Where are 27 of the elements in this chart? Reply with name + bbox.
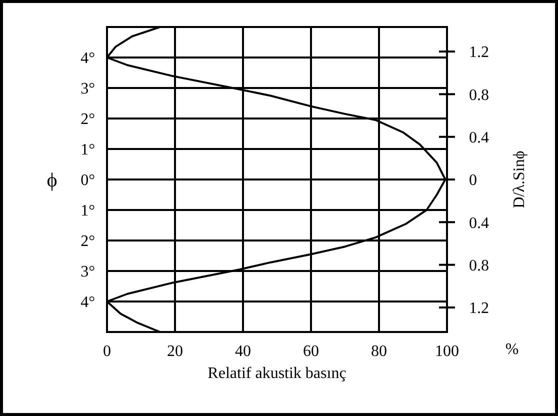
y2-axis-title: D/λ.Sinϕ: [511, 150, 528, 208]
y2-tick-label: 1.2: [469, 44, 489, 62]
y2-tick-label: 0.4: [469, 214, 489, 232]
y-tick-label: 4°: [80, 294, 95, 312]
y-tick-label: 0°: [80, 172, 95, 190]
y-tick-label: 1°: [80, 202, 95, 220]
y2-tick-label: 0: [469, 172, 477, 190]
x-tick-label: 0: [103, 343, 111, 360]
y-tick-label: 2°: [80, 233, 95, 250]
x-tick-label: 40: [235, 343, 251, 360]
y2-tick-label: 1.2: [469, 300, 489, 318]
text: %: [505, 341, 519, 358]
x-tick-label: 100: [435, 343, 459, 360]
y-tick-label: 4°: [80, 50, 95, 68]
y-tick-label: 2°: [80, 111, 95, 128]
x-tick-label: 60: [303, 343, 319, 360]
x-axis-title: Relatif akustik basınç: [208, 365, 346, 382]
line-series: [106, 26, 446, 333]
y-tick-label: 3°: [80, 80, 95, 98]
y-tick-label: 1°: [80, 142, 95, 159]
y-tick-label: 3°: [80, 264, 95, 281]
x-tick-label: 20: [167, 343, 183, 360]
y2-tick-label: 0.8: [469, 86, 489, 104]
y2-tick-label: 0.4: [469, 129, 489, 146]
x-tick-label: 80: [371, 343, 387, 360]
y-axis-title: ϕ: [46, 170, 58, 192]
y2-tick-label: 0.8: [469, 257, 489, 274]
